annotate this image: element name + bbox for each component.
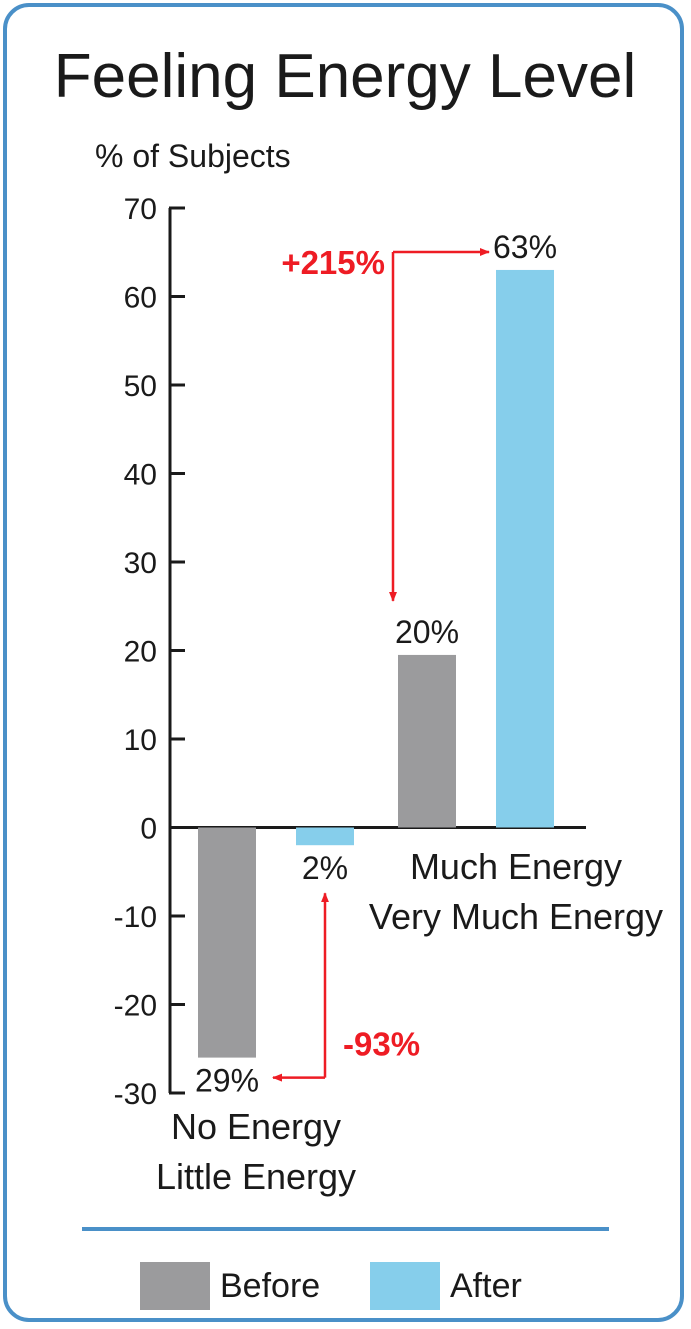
bar-after-1 [496, 269, 554, 828]
bar-data-label: 29% [195, 1063, 259, 1099]
y-tick-label: -30 [114, 1078, 157, 1111]
bars: 29% 20% 2% 63% [195, 229, 557, 1099]
increase-annotation: +215% [281, 244, 385, 281]
category-label-line2: Little Energy [156, 1156, 356, 1197]
y-tick-label: 10 [124, 724, 157, 757]
legend-swatch-before [140, 1262, 210, 1310]
legend-swatch-after [370, 1262, 440, 1310]
category-labels: No Energy Little Energy Much Energy Very Mu… [156, 846, 663, 1197]
y-axis-label: % of Subjects [95, 138, 291, 174]
category-label-line1: No Energy [171, 1106, 341, 1147]
bar-before-1 [398, 654, 456, 828]
bar-before-0 [198, 827, 256, 1058]
y-tick-label: 0 [140, 813, 157, 846]
category-label-line1: Much Energy [410, 846, 622, 887]
legend-label-before: Before [220, 1267, 320, 1305]
legend: Before After [140, 1262, 522, 1310]
y-tick-label: 30 [124, 547, 157, 580]
bar-after-0 [296, 827, 354, 846]
legend-label-after: After [450, 1267, 522, 1305]
axes: 70 60 50 40 30 20 10 0 -10 -20 -30 [114, 193, 586, 1111]
bar-data-label: 2% [302, 850, 348, 886]
y-tick-label: -20 [114, 990, 157, 1023]
y-tick-label: 60 [124, 282, 157, 315]
category-label-line2: Very Much Energy [369, 896, 663, 937]
annotations: -93% +215% [272, 244, 490, 1082]
y-tick-label: 40 [124, 459, 157, 492]
decrease-annotation: -93% [343, 1026, 420, 1063]
chart-title: Feeling Energy Level [54, 42, 636, 111]
bar-data-label: 63% [493, 229, 557, 265]
chart-frame [3, 3, 684, 1322]
y-tick-label: 70 [124, 193, 157, 226]
y-tick-label: -10 [114, 901, 157, 934]
y-tick-label: 20 [124, 636, 157, 669]
bar-data-label: 20% [395, 614, 459, 650]
y-tick-label: 50 [124, 370, 157, 403]
